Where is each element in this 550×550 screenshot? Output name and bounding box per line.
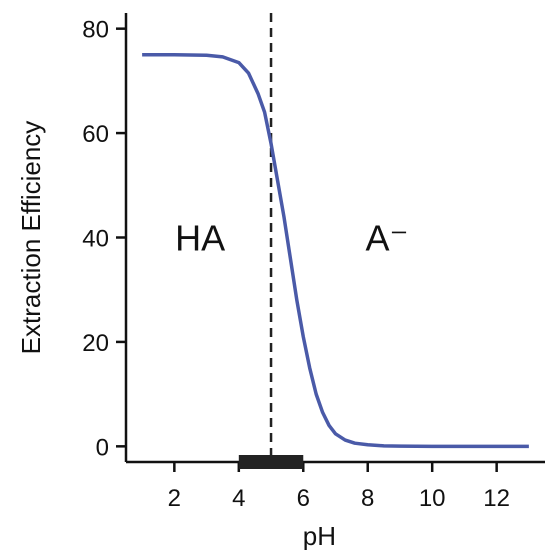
x-tick-label: 8 (361, 485, 374, 512)
y-tick-label: 0 (96, 434, 109, 461)
region-label-0: HA (175, 218, 225, 259)
y-tick-label: 80 (82, 17, 109, 44)
pka-range-bar (238, 455, 304, 469)
y-tick-label: 20 (82, 330, 109, 357)
y-axis-title: Extraction Efficiency (16, 121, 46, 355)
x-tick-label: 6 (297, 485, 310, 512)
x-tick-label: 2 (168, 485, 181, 512)
x-tick-label: 10 (419, 485, 446, 512)
x-axis-title: pH (303, 521, 336, 550)
x-tick-label: 4 (232, 485, 245, 512)
y-tick-label: 60 (82, 121, 109, 148)
region-label-1: A⁻ (366, 218, 409, 259)
x-tick-label: 12 (483, 485, 510, 512)
series-line-0 (142, 53, 529, 449)
y-tick-label: 40 (82, 226, 109, 253)
